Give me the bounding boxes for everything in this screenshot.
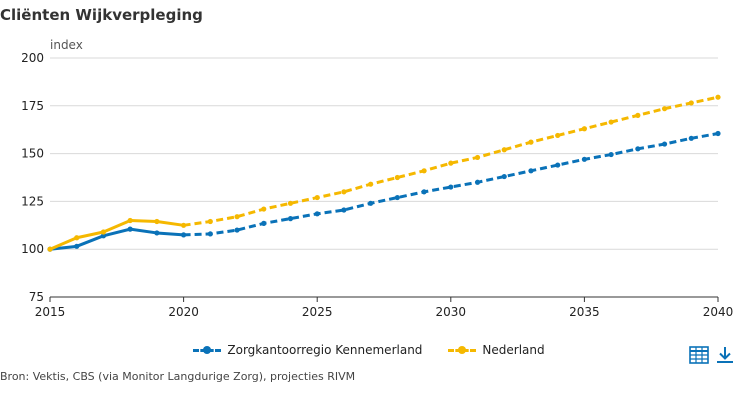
series-0-point-2038 [661, 141, 668, 147]
series-1-point-2025 [314, 194, 320, 201]
y-tick-label-100: 100 [21, 242, 44, 256]
series-0-line-observed [49, 227, 184, 251]
series-1-line-projected [183, 95, 719, 227]
x-tick-label-2030: 2030 [436, 305, 467, 319]
series-1-point-2020 [181, 222, 187, 228]
series-0-point-2019 [154, 230, 160, 236]
series-1-point-2034 [555, 132, 561, 139]
y-tick-label-175: 175 [21, 99, 44, 113]
series-0-point-2022 [234, 227, 240, 233]
legend-label-kennemerland: Zorgkantoorregio Kennemerland [227, 343, 423, 357]
series-1-point-2017 [100, 229, 107, 235]
chart-title: Cliënten Wijkverpleging [0, 6, 203, 24]
line-chart: 75 100 125 150 175 200 index 2015 2020 2025 2030 20… [21, 38, 734, 319]
x-tick-label-2015: 2015 [35, 305, 66, 319]
series-1-point-2039 [688, 100, 694, 106]
x-tick-label-2035: 2035 [569, 305, 600, 319]
series-1-line-observed [49, 219, 184, 251]
series-1-point-2032 [501, 147, 507, 153]
legend-swatch-kennemerland [193, 345, 222, 355]
series-0-point-2033 [528, 168, 534, 174]
series-0-point-2020 [181, 232, 187, 238]
source-note: Bron: Vektis, CBS (via Monitor Langdurig… [0, 370, 356, 383]
series-1-point-2019 [154, 218, 160, 225]
legend-item-kennemerland[interactable]: Zorgkantoorregio Kennemerland [193, 343, 422, 357]
legend-swatch-nederland [448, 345, 477, 355]
series-0-point-2016 [74, 243, 80, 249]
x-tick-label-2040: 2040 [703, 305, 734, 319]
series-1-point-2033 [528, 139, 534, 145]
series-0-point-2025 [314, 211, 320, 217]
series-1-point-2027 [368, 181, 374, 187]
series-1-point-2021 [207, 218, 213, 225]
y-tick-label-150: 150 [21, 147, 44, 161]
y-axis-label: index [50, 38, 83, 52]
y-tick-label-200: 200 [21, 51, 44, 65]
series-0-point-2032 [501, 173, 507, 180]
x-tick-label-2025: 2025 [302, 305, 333, 319]
series-0-point-2028 [394, 194, 400, 201]
series-0-point-2018 [127, 226, 133, 232]
series-0-point-2035 [581, 156, 588, 162]
series-1-point-2018 [127, 217, 133, 224]
series-1-point-2035 [581, 126, 588, 132]
series-0-point-2026 [341, 207, 347, 213]
legend-label-nederland: Nederland [482, 343, 545, 357]
series-1-point-2026 [341, 189, 347, 195]
series-0-point-2039 [688, 135, 694, 141]
y-tick-label-75: 75 [29, 290, 44, 304]
x-tick-label-2020: 2020 [168, 305, 199, 319]
series-0-point-2031 [474, 179, 481, 185]
series-1-point-2031 [474, 154, 481, 161]
legend-item-nederland[interactable]: Nederland [448, 343, 545, 357]
series-1-point-2029 [421, 168, 427, 174]
series-0-point-2034 [555, 162, 561, 168]
series-1-point-2015 [47, 246, 53, 252]
series-0-point-2027 [368, 200, 374, 206]
y-tick-label-125: 125 [21, 194, 44, 208]
series-1-point-2036 [608, 119, 614, 125]
series-0-point-2023 [261, 220, 267, 226]
series-1-point-2024 [287, 200, 294, 206]
series-0-point-2024 [287, 216, 294, 222]
series-1-point-2016 [74, 235, 80, 241]
table-icon[interactable] [689, 345, 709, 365]
series-1-point-2038 [661, 106, 668, 112]
series-0-point-2040 [715, 130, 721, 137]
series-0-point-2036 [608, 151, 614, 158]
series-0-point-2017 [100, 233, 107, 239]
series-0-point-2030 [448, 184, 454, 190]
legend: Zorgkantoorregio Kennemerland Nederland [0, 343, 738, 357]
series-0-point-2037 [635, 146, 641, 152]
series-1-point-2037 [635, 112, 641, 118]
download-icon[interactable] [715, 345, 735, 365]
series-0-point-2021 [207, 231, 213, 237]
series-1-point-2022 [234, 214, 240, 220]
series-0-line-projected [183, 132, 719, 237]
series-1-point-2030 [448, 160, 454, 166]
series-0-point-2029 [421, 189, 427, 195]
series-1-point-2023 [261, 206, 267, 212]
series-1-point-2040 [715, 94, 721, 100]
series-1-point-2028 [394, 174, 400, 181]
